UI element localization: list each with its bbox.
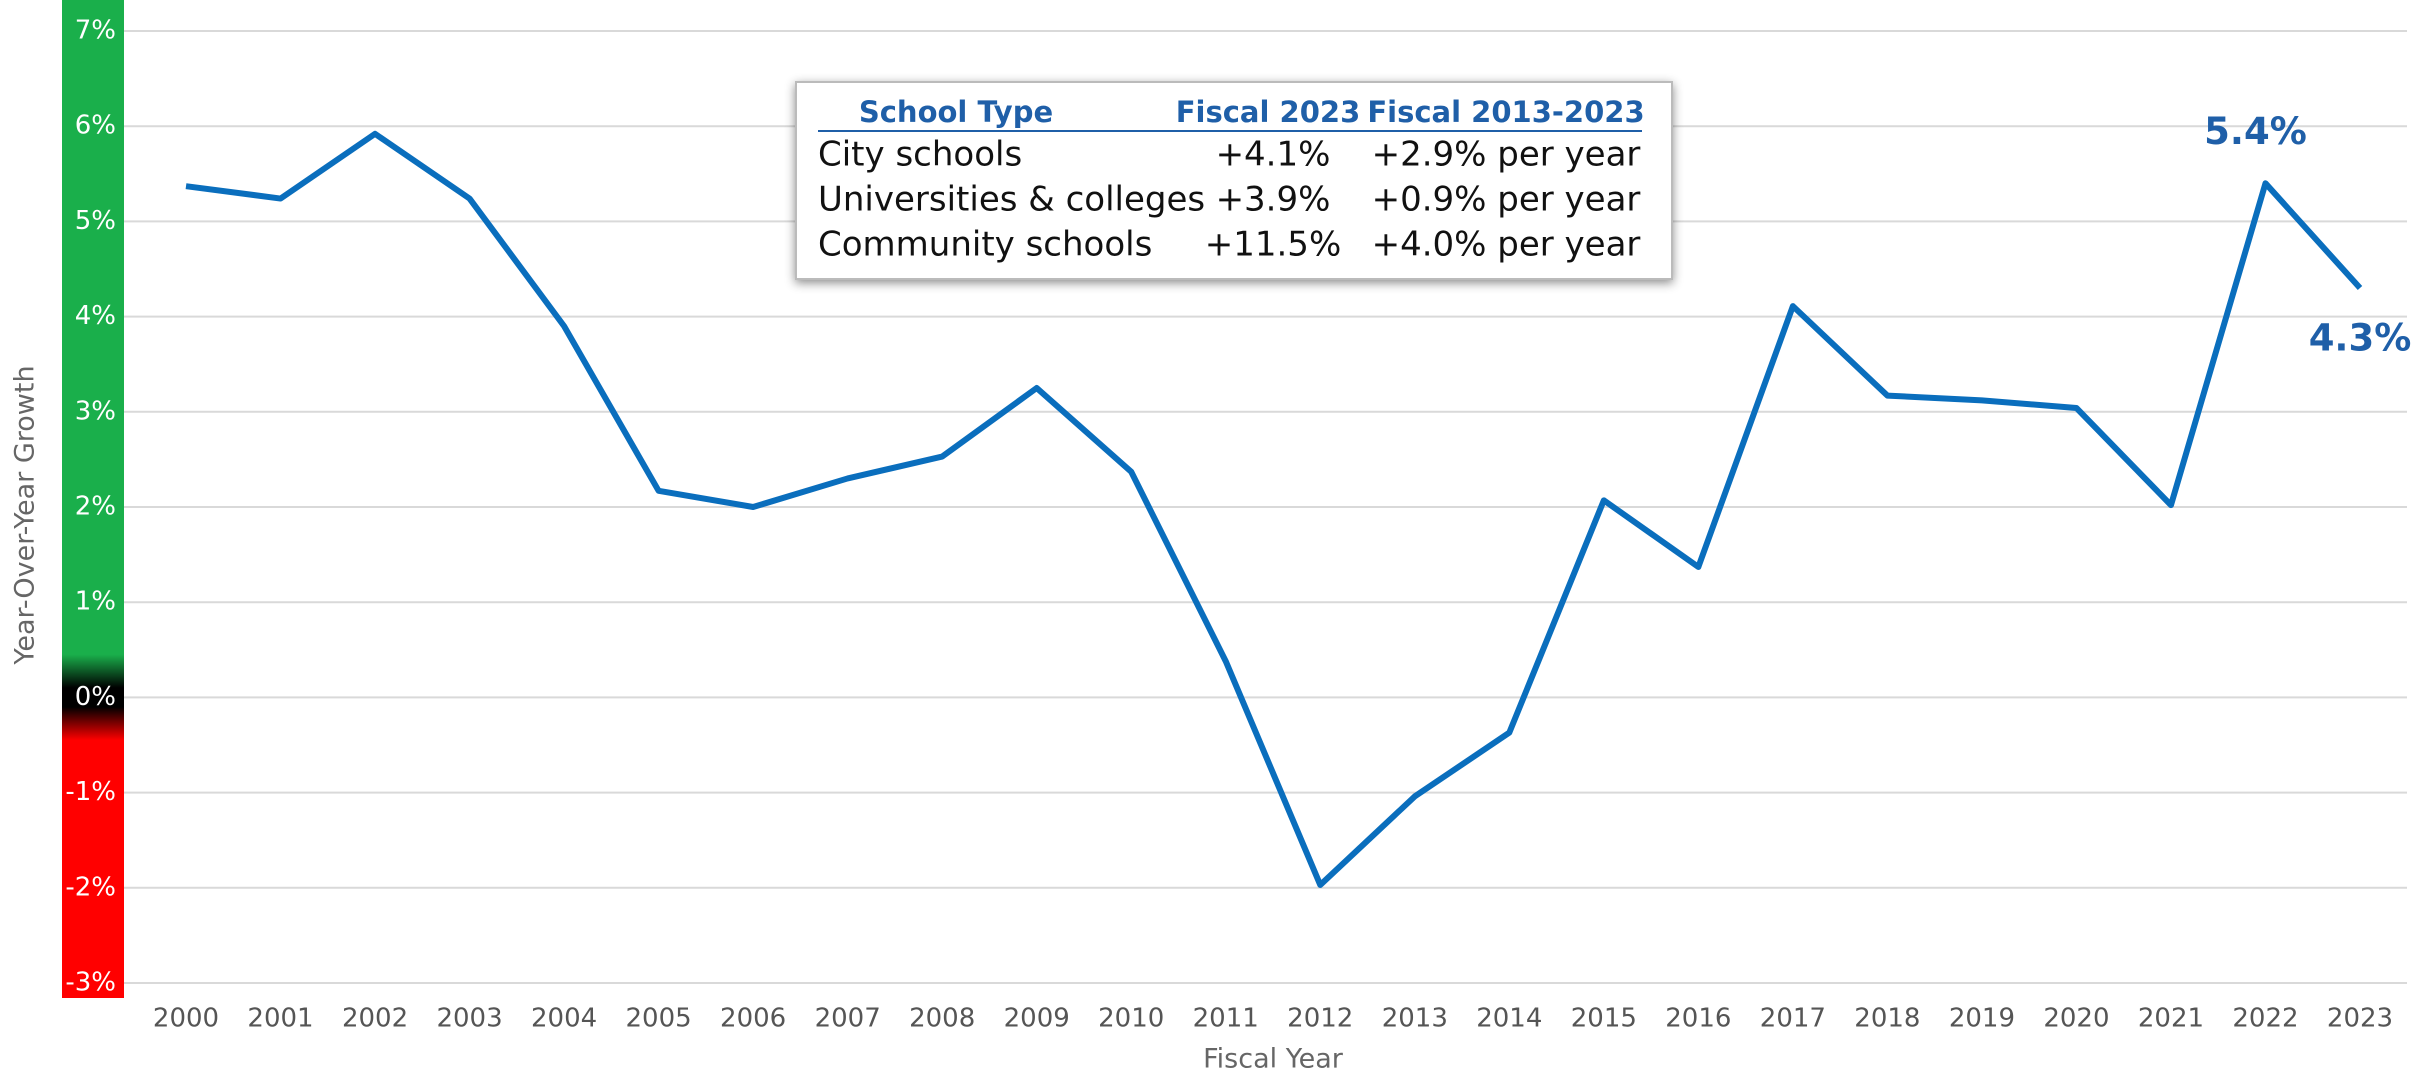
y-tick-label: 1% xyxy=(75,587,116,617)
y-tick-label: 6% xyxy=(75,111,116,141)
data-label: 5.4% xyxy=(2204,110,2307,153)
series-line xyxy=(185,130,2363,888)
table-cell: Universities & colleges xyxy=(818,180,1205,220)
table-cell: +4.1% xyxy=(1216,135,1331,175)
x-tick-label: 2020 xyxy=(2043,1004,2109,1034)
x-tick-label: 2003 xyxy=(436,1004,502,1034)
table-cell: Community schools xyxy=(818,225,1152,265)
y-axis-label: Year-Over-Year Growth xyxy=(10,365,41,665)
table-cell: +11.5% xyxy=(1205,225,1342,265)
x-tick-label: 2022 xyxy=(2232,1004,2298,1034)
y-tick-label: -2% xyxy=(65,872,116,902)
y-tick-label: -3% xyxy=(65,968,116,998)
table-cell: +4.0% per year xyxy=(1372,225,1641,265)
axis-color-bar xyxy=(62,0,124,998)
x-tick-label: 2018 xyxy=(1854,1004,1920,1034)
y-tick-label: 4% xyxy=(75,301,116,331)
table-cell: +2.9% per year xyxy=(1372,135,1641,175)
y-tick-label: 3% xyxy=(75,396,116,426)
x-tick-label: 2005 xyxy=(626,1004,692,1034)
x-tick-label: 2023 xyxy=(2327,1004,2393,1034)
x-tick-label: 2006 xyxy=(720,1004,786,1034)
summary-table: School Type Fiscal 2023 Fiscal 2013-2023 Ci… xyxy=(795,81,1673,280)
data-label: 4.3% xyxy=(2309,317,2412,360)
table-header: School Type xyxy=(859,95,1053,129)
y-tick-label: -1% xyxy=(65,777,116,807)
table-header: Fiscal 2023 xyxy=(1176,95,1361,129)
table-cell: City schools xyxy=(818,135,1022,175)
x-tick-label: 2012 xyxy=(1287,1004,1353,1034)
y-tick-label: 5% xyxy=(75,206,116,236)
x-tick-label: 2017 xyxy=(1760,1004,1826,1034)
y-tick-label: 0% xyxy=(75,682,116,712)
x-tick-label: 2016 xyxy=(1665,1004,1731,1034)
x-tick-label: 2010 xyxy=(1098,1004,1164,1034)
x-tick-label: 2015 xyxy=(1571,1004,1637,1034)
x-tick-label: 2009 xyxy=(1004,1004,1070,1034)
x-tick-label: 2021 xyxy=(2138,1004,2204,1034)
x-tick-label: 2011 xyxy=(1193,1004,1259,1034)
x-tick-label: 2008 xyxy=(909,1004,975,1034)
y-tick-label: 2% xyxy=(75,492,116,522)
table-box xyxy=(795,81,1673,280)
x-tick-label: 2001 xyxy=(247,1004,313,1034)
x-tick-label: 2000 xyxy=(153,1004,219,1034)
table-cell: +0.9% per year xyxy=(1372,180,1641,220)
x-tick-label: 2007 xyxy=(815,1004,881,1034)
x-tick-label: 2002 xyxy=(342,1004,408,1034)
x-tick-label: 2004 xyxy=(531,1004,597,1034)
table-header: Fiscal 2013-2023 xyxy=(1367,95,1644,129)
x-tick-label: 2014 xyxy=(1476,1004,1542,1034)
plot: 5.4% 4.3% xyxy=(185,110,2412,888)
table-cell: +3.9% xyxy=(1216,180,1331,220)
x-axis-label: Fiscal Year xyxy=(1203,1044,1344,1071)
x-tick-label: 2019 xyxy=(1949,1004,2015,1034)
y-tick-label: 7% xyxy=(75,16,116,46)
x-tick-label: 2013 xyxy=(1382,1004,1448,1034)
